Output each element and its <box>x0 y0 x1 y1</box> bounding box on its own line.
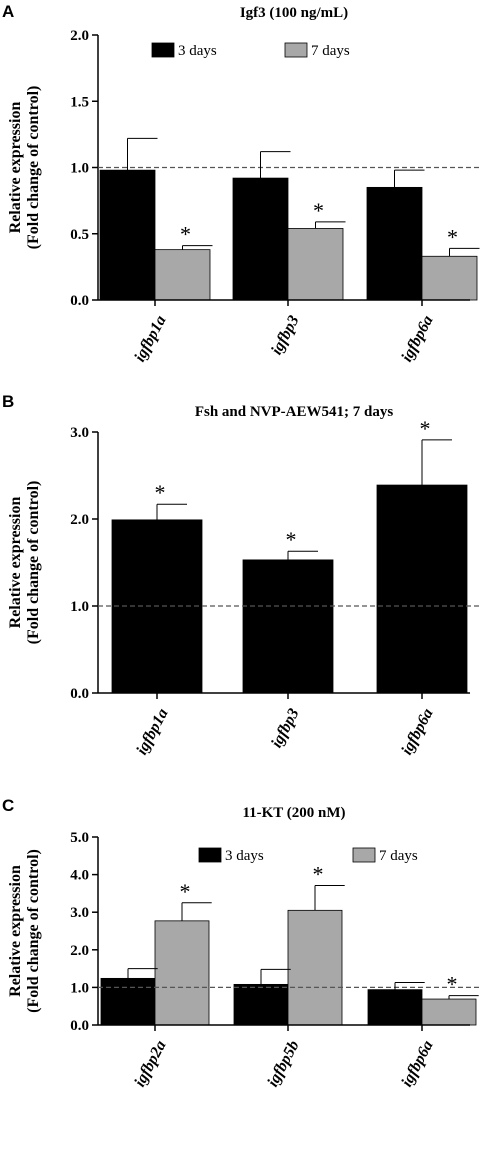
bar <box>366 186 423 301</box>
chart-title: Fsh and NVP-AEW541; 7 days <box>195 404 394 420</box>
x-category-label: igfbp1a <box>133 706 171 758</box>
y-tick-label: 1.0 <box>70 599 89 615</box>
significance-star: * <box>180 222 191 247</box>
bar <box>233 983 289 1026</box>
significance-star: * <box>420 416 431 441</box>
y-tick-label: 0.0 <box>70 686 89 702</box>
legend-swatch <box>284 42 308 58</box>
significance-star: * <box>447 224 458 249</box>
y-tick-label: 3.0 <box>70 425 89 441</box>
chart-title: Igf3 (100 ng/mL) <box>240 5 348 21</box>
legend-label: 7 days <box>311 43 350 59</box>
y-tick-label: 2.0 <box>70 943 89 959</box>
bar <box>421 255 478 301</box>
y-tick-label: 0.5 <box>70 227 89 243</box>
significance-star: * <box>155 480 166 505</box>
panel-a: A Igf3 (100 ng/mL) Relative expression (Fo… <box>2 2 480 365</box>
legend-swatch <box>151 42 175 58</box>
significance-star: * <box>313 862 324 887</box>
panel-label: C <box>2 796 14 815</box>
x-category-label: igfbp6a <box>398 706 436 758</box>
legend-swatch <box>352 847 376 863</box>
legend-label: 3 days <box>225 848 264 864</box>
significance-star: * <box>313 198 324 223</box>
bar <box>287 228 344 301</box>
x-category-label: igfbp3 <box>268 706 303 751</box>
bar <box>376 484 468 694</box>
bar <box>154 920 210 1026</box>
legend-swatch <box>198 847 222 863</box>
bar <box>367 989 423 1026</box>
x-category-label: igfbp6a <box>398 313 436 365</box>
x-category-label: igfbp3 <box>268 313 303 358</box>
y-tick-label: 1.5 <box>70 94 89 110</box>
panel-label: B <box>2 392 14 411</box>
legend-label: 3 days <box>178 43 217 59</box>
panel-label: A <box>2 2 14 21</box>
y-tick-label: 1.0 <box>70 161 89 177</box>
bar <box>421 998 477 1026</box>
bar <box>99 169 156 301</box>
y-tick-label: 1.0 <box>70 980 89 996</box>
y-tick-label: 5.0 <box>70 830 89 846</box>
bar <box>100 977 156 1026</box>
panel-b: B Fsh and NVP-AEW541; 7 days Relative exp… <box>2 392 480 758</box>
significance-star: * <box>286 527 297 552</box>
bar <box>154 249 211 301</box>
y-tick-label: 4.0 <box>70 868 89 884</box>
y-tick-label: 3.0 <box>70 905 89 921</box>
chart-title: 11-KT (200 nM) <box>242 805 345 821</box>
x-category-label: igfbp6a <box>398 1038 436 1090</box>
bar <box>242 559 334 694</box>
legend-label: 7 days <box>379 848 418 864</box>
y-axis-label: Relative expression <box>7 865 24 997</box>
bar <box>232 177 289 301</box>
x-category-label: igfbp5b <box>264 1038 302 1090</box>
significance-star: * <box>447 972 458 997</box>
y-tick-label: 2.0 <box>70 512 89 528</box>
x-category-label: igfbp1a <box>131 313 169 365</box>
y-axis-label: Relative expression <box>7 102 24 234</box>
significance-star: * <box>180 879 191 904</box>
y-tick-label: 0.0 <box>70 1018 89 1034</box>
y-axis-label: (Fold change of control) <box>25 481 42 645</box>
y-tick-label: 0.0 <box>70 293 89 309</box>
y-axis-label: (Fold change of control) <box>25 86 42 250</box>
y-axis-label: (Fold change of control) <box>25 849 42 1013</box>
panel-c: C 11-KT (200 nM) Relative expression (Fold… <box>2 796 480 1090</box>
x-category-label: igfbp2a <box>131 1038 169 1090</box>
y-axis-label: Relative expression <box>7 497 24 629</box>
y-tick-label: 2.0 <box>70 28 89 44</box>
bar <box>287 909 343 1026</box>
